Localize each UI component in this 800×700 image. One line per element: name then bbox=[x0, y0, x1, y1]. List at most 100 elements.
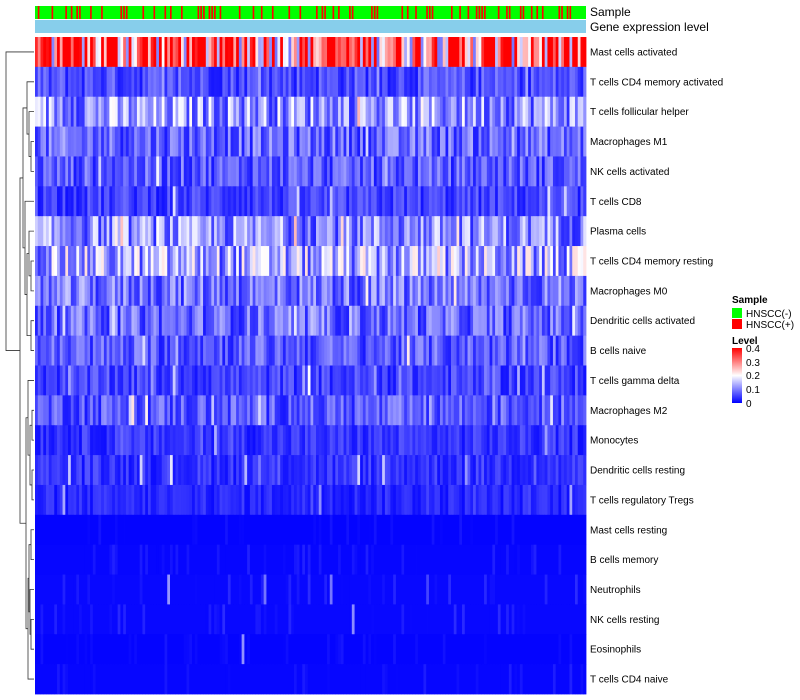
heatmap-cell bbox=[114, 186, 119, 217]
heatmap-cell bbox=[448, 96, 452, 127]
heatmap-cell bbox=[489, 156, 493, 187]
heatmap-cell bbox=[252, 484, 256, 516]
heatmap-cell bbox=[117, 514, 121, 546]
heatmap-cell bbox=[316, 335, 320, 366]
heatmap-cell bbox=[236, 664, 240, 695]
heatmap-cell bbox=[577, 66, 581, 98]
heatmap-cell bbox=[197, 275, 201, 307]
heatmap-cell bbox=[321, 216, 325, 247]
heatmap-cell bbox=[332, 455, 336, 486]
heatmap-cell bbox=[431, 246, 435, 277]
heatmap-cell bbox=[222, 395, 226, 426]
heatmap-cell bbox=[65, 574, 69, 605]
heatmap-cell bbox=[302, 156, 306, 187]
heatmap-cell bbox=[109, 455, 113, 486]
heatmap-cell bbox=[464, 604, 468, 635]
heatmap-cell bbox=[92, 395, 96, 426]
heatmap-cell bbox=[95, 634, 99, 665]
heatmap-cell bbox=[293, 126, 298, 157]
heatmap-cell bbox=[299, 574, 303, 605]
heatmap-cell bbox=[346, 156, 350, 187]
heatmap-cell bbox=[219, 425, 223, 456]
row-label: NK cells resting bbox=[590, 615, 659, 626]
heatmap-cell bbox=[357, 484, 361, 516]
heatmap-cell bbox=[40, 365, 44, 396]
heatmap-cell bbox=[478, 66, 482, 98]
heatmap-cell bbox=[128, 37, 132, 68]
heatmap-cell bbox=[178, 544, 182, 575]
heatmap-cell bbox=[145, 425, 149, 456]
heatmap-cell bbox=[382, 275, 386, 307]
heatmap-cell bbox=[580, 126, 584, 157]
heatmap-cell bbox=[106, 514, 110, 546]
heatmap-cell bbox=[131, 425, 135, 456]
heatmap-cell bbox=[192, 514, 196, 546]
heatmap-cell bbox=[525, 634, 529, 665]
heatmap-cell bbox=[92, 37, 96, 68]
heatmap-cell bbox=[68, 96, 72, 127]
heatmap-cell bbox=[456, 634, 460, 665]
heatmap-cell bbox=[299, 634, 303, 665]
heatmap-cell bbox=[285, 216, 289, 247]
heatmap-cell bbox=[293, 484, 298, 516]
heatmap-cell bbox=[349, 156, 353, 187]
heatmap-cell bbox=[186, 305, 190, 337]
gene-expression-annotation-bar bbox=[35, 20, 586, 33]
heatmap-cell bbox=[194, 365, 198, 396]
heatmap-cell bbox=[431, 305, 435, 337]
heatmap-cell bbox=[233, 484, 237, 516]
heatmap-cell bbox=[360, 455, 364, 486]
heatmap-cell bbox=[434, 37, 438, 68]
heatmap-cell bbox=[200, 37, 204, 68]
heatmap-cell bbox=[384, 275, 389, 307]
heatmap-cell bbox=[288, 96, 292, 127]
heatmap-cell bbox=[456, 305, 460, 337]
heatmap-cell bbox=[437, 574, 441, 605]
heatmap-cell bbox=[208, 664, 212, 695]
heatmap-cell bbox=[566, 604, 570, 635]
heatmap-cell bbox=[473, 484, 477, 516]
heatmap-cell bbox=[514, 216, 518, 247]
heatmap-cell bbox=[536, 126, 540, 157]
heatmap-cell bbox=[489, 634, 493, 665]
heatmap-cell bbox=[481, 484, 485, 516]
heatmap-cell bbox=[456, 664, 460, 695]
heatmap-cell bbox=[238, 96, 243, 127]
heatmap-cell bbox=[136, 96, 141, 127]
heatmap-cell bbox=[563, 246, 568, 277]
heatmap-cell bbox=[81, 455, 85, 486]
heatmap-cell bbox=[87, 365, 91, 396]
heatmap-cell bbox=[349, 664, 353, 695]
heatmap-cell bbox=[517, 484, 521, 516]
heatmap-cell bbox=[362, 246, 366, 277]
heatmap-cell bbox=[62, 365, 66, 396]
heatmap-cell bbox=[566, 96, 570, 127]
heatmap-cell bbox=[539, 514, 543, 546]
heatmap-cell bbox=[384, 425, 389, 456]
heatmap-cell bbox=[528, 604, 532, 635]
heatmap-cell bbox=[417, 574, 422, 605]
heatmap-cell bbox=[192, 574, 196, 605]
heatmap-cell bbox=[35, 395, 39, 426]
heatmap-cell bbox=[87, 96, 91, 127]
heatmap-cell bbox=[87, 246, 91, 277]
heatmap-cell bbox=[282, 604, 287, 635]
heatmap-cell bbox=[244, 604, 248, 635]
heatmap-cell bbox=[376, 126, 380, 157]
heatmap-cell bbox=[547, 37, 551, 68]
heatmap-cell bbox=[547, 664, 551, 695]
heatmap-cell bbox=[470, 425, 474, 456]
heatmap-cell bbox=[528, 335, 532, 366]
heatmap-cell bbox=[478, 275, 482, 307]
heatmap-cell bbox=[178, 425, 182, 456]
heatmap-cell bbox=[70, 246, 74, 277]
heatmap-cell bbox=[153, 544, 157, 575]
heatmap-cell bbox=[508, 365, 513, 396]
heatmap-cell bbox=[561, 275, 565, 307]
heatmap-cell bbox=[464, 126, 468, 157]
heatmap-cell bbox=[390, 156, 394, 187]
heatmap-cell bbox=[406, 66, 411, 98]
heatmap-cell bbox=[46, 514, 50, 546]
heatmap-cell bbox=[343, 126, 347, 157]
heatmap-cell bbox=[236, 544, 240, 575]
